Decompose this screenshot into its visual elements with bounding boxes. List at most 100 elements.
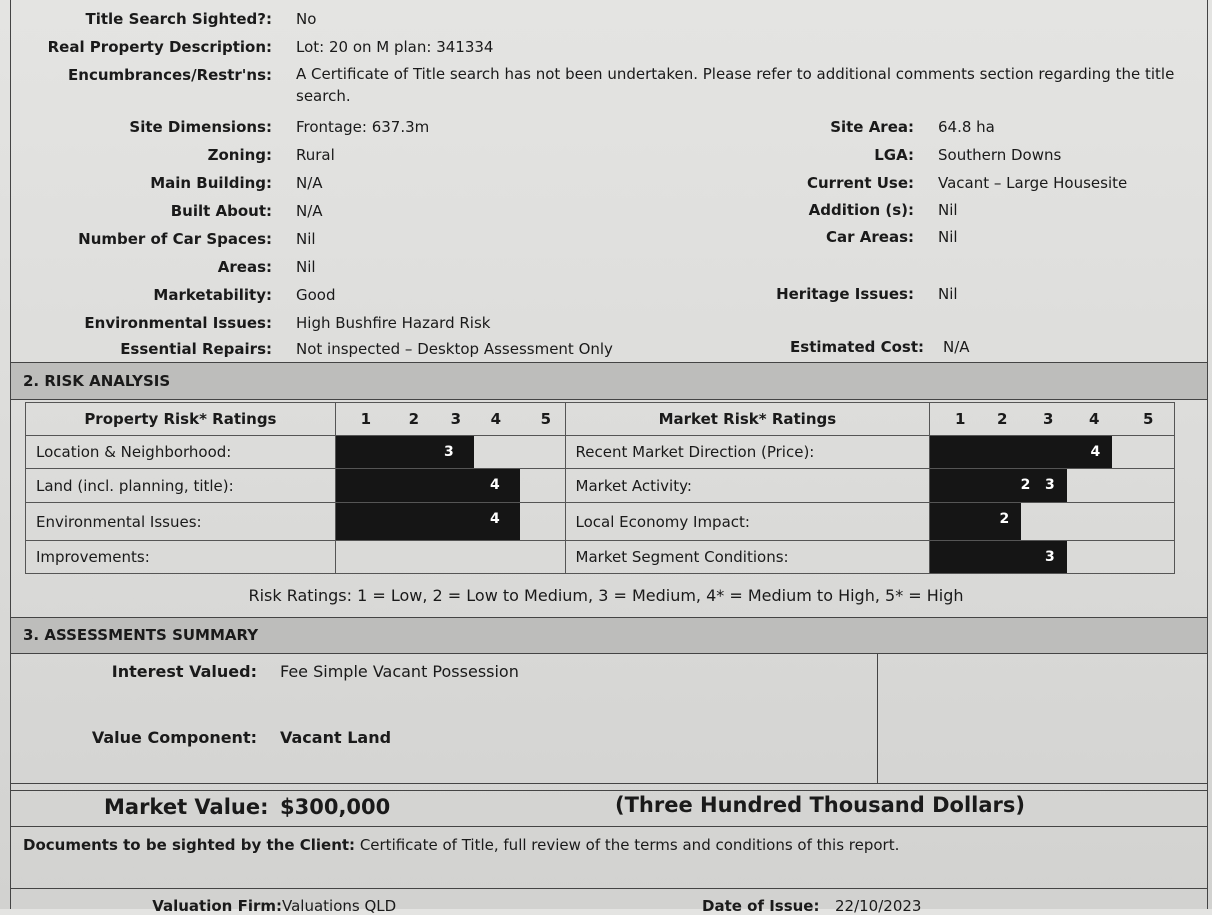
detail-value: 64.8 ha [938, 118, 995, 136]
detail-label: Marketability: [153, 286, 272, 304]
market-value: $300,000 [280, 795, 391, 819]
documents-note: Documents to be sighted by the Client: C… [23, 836, 899, 854]
detail-label: Current Use: [806, 174, 914, 192]
scale-number: 1 [955, 410, 966, 428]
detail-value: Nil [296, 258, 316, 276]
market-risk-header: Market Risk* Ratings [564, 402, 931, 436]
risk-row: Improvements: Market Segment Conditions:… [25, 540, 1175, 574]
detail-value: Rural [296, 146, 335, 164]
detail-value: Good [296, 286, 336, 304]
property-risk-label: Land (incl. planning, title): [25, 468, 336, 503]
section-risk-analysis-header: 2. RISK ANALYSIS [11, 362, 1207, 400]
scale-number: 2 [408, 410, 420, 428]
property-risk-cell: 4 [334, 468, 566, 503]
property-risk-label: Location & Neighborhood: [25, 435, 336, 469]
valuation-firm-value: Valuations QLD [282, 897, 397, 915]
market-risk-label: Local Economy Impact: [564, 502, 931, 541]
date-of-issue-label: Date of Issue: [702, 897, 820, 915]
market-risk-bar: 4 [930, 436, 1113, 468]
property-risk-bar: 4 [335, 469, 520, 502]
market-value-words: (Three Hundred Thousand Dollars) [615, 793, 1025, 817]
property-risk-label: Improvements: [25, 540, 336, 574]
market-risk-label: Recent Market Direction (Price): [564, 435, 931, 469]
detail-label: Encumbrances/Restr'ns: [68, 66, 272, 84]
detail-value: N/A [296, 174, 323, 192]
market-risk-bar: 2 [930, 503, 1022, 540]
divider [11, 783, 1207, 784]
property-risk-bar: 3 [335, 436, 474, 468]
detail-value: N/A [296, 202, 323, 220]
detail-label: Car Areas: [826, 228, 914, 246]
detail-label: Main Building: [150, 174, 272, 192]
detail-label: Zoning: [207, 146, 272, 164]
scale-number: 4 [1089, 410, 1100, 428]
detail-label: Site Dimensions: [129, 118, 272, 136]
date-of-issue-value: 22/10/2023 [835, 897, 922, 915]
detail-label: Essential Repairs: [120, 340, 272, 358]
detail-value: Lot: 20 on M plan: 341334 [296, 38, 494, 56]
detail-label: Areas: [217, 258, 272, 276]
detail-value: Southern Downs [938, 146, 1062, 164]
detail-label: LGA: [874, 146, 914, 164]
detail-value: No [296, 10, 317, 28]
risk-row: Land (incl. planning, title): 4 Market A… [25, 468, 1175, 503]
market-value-label: Market Value: [104, 795, 269, 819]
market-risk-bar: 2 3 [930, 469, 1067, 502]
market-risk-cell: 2 [929, 502, 1175, 541]
scale-number: 2 [997, 410, 1008, 428]
detail-label: Site Area: [830, 118, 914, 136]
scale-number: 4 [490, 410, 502, 428]
detail-value: N/A [943, 338, 970, 356]
detail-label: Real Property Description: [47, 38, 272, 56]
detail-label: Title Search Sighted?: [85, 10, 272, 28]
scale-number: 1 [360, 410, 372, 428]
interest-valued-value: Fee Simple Vacant Possession [280, 662, 519, 681]
detail-value: High Bushfire Hazard Risk [296, 314, 491, 332]
summary-divider [877, 654, 878, 783]
section-assessments-header: 3. ASSESSMENTS SUMMARY [11, 617, 1207, 654]
market-risk-label: Market Segment Conditions: [564, 540, 931, 574]
market-risk-bar: 3 [930, 541, 1067, 573]
detail-label: Number of Car Spaces: [78, 230, 272, 248]
market-risk-label: Market Activity: [564, 468, 931, 503]
property-risk-bar: 4 [335, 503, 520, 540]
detail-value: Frontage: 637.3m [296, 118, 430, 136]
detail-value: Not inspected – Desktop Assessment Only [296, 340, 613, 358]
property-risk-cell: 4 [334, 502, 566, 541]
market-risk-cell: 3 [929, 540, 1175, 574]
detail-value: Nil [296, 230, 316, 248]
property-scale: 1 2 3 4 5 [334, 402, 566, 436]
detail-label: Built About: [170, 202, 272, 220]
interest-valued-label: Interest Valued: [111, 662, 257, 681]
value-component-label: Value Component: [91, 728, 257, 747]
section-title: 2. RISK ANALYSIS [23, 372, 171, 390]
property-risk-cell [334, 540, 566, 574]
detail-value: Nil [938, 285, 958, 303]
risk-row: Location & Neighborhood: 3 Recent Market… [25, 435, 1175, 469]
detail-label: Addition (s): [808, 201, 914, 219]
detail-label: Environmental Issues: [84, 314, 272, 332]
scale-number: 5 [540, 410, 552, 428]
scale-number: 3 [450, 410, 462, 428]
risk-row: Environmental Issues: 4 Local Economy Im… [25, 502, 1175, 541]
documents-label: Documents to be sighted by the Client: [23, 836, 356, 854]
market-risk-cell: 2 3 [929, 468, 1175, 503]
risk-legend: Risk Ratings: 1 = Low, 2 = Low to Medium… [248, 586, 964, 605]
detail-value: Vacant – Large Housesite [938, 174, 1128, 192]
property-risk-label: Environmental Issues: [25, 502, 336, 541]
property-risk-header: Property Risk* Ratings [25, 402, 336, 436]
detail-label: Estimated Cost: [790, 338, 924, 356]
divider [11, 826, 1207, 827]
scale-number: 3 [1043, 410, 1054, 428]
value-component-value: Vacant Land [280, 728, 392, 747]
section-title: 3. ASSESSMENTS SUMMARY [23, 626, 259, 644]
property-risk-cell: 3 [334, 435, 566, 469]
market-scale: 1 2 3 4 5 [929, 402, 1175, 436]
detail-label: Heritage Issues: [776, 285, 914, 303]
detail-value: A Certificate of Title search has not be… [296, 65, 1175, 105]
detail-value: Nil [938, 228, 958, 246]
detail-value: Nil [938, 201, 958, 219]
divider [11, 888, 1207, 889]
scale-number: 5 [1143, 410, 1154, 428]
